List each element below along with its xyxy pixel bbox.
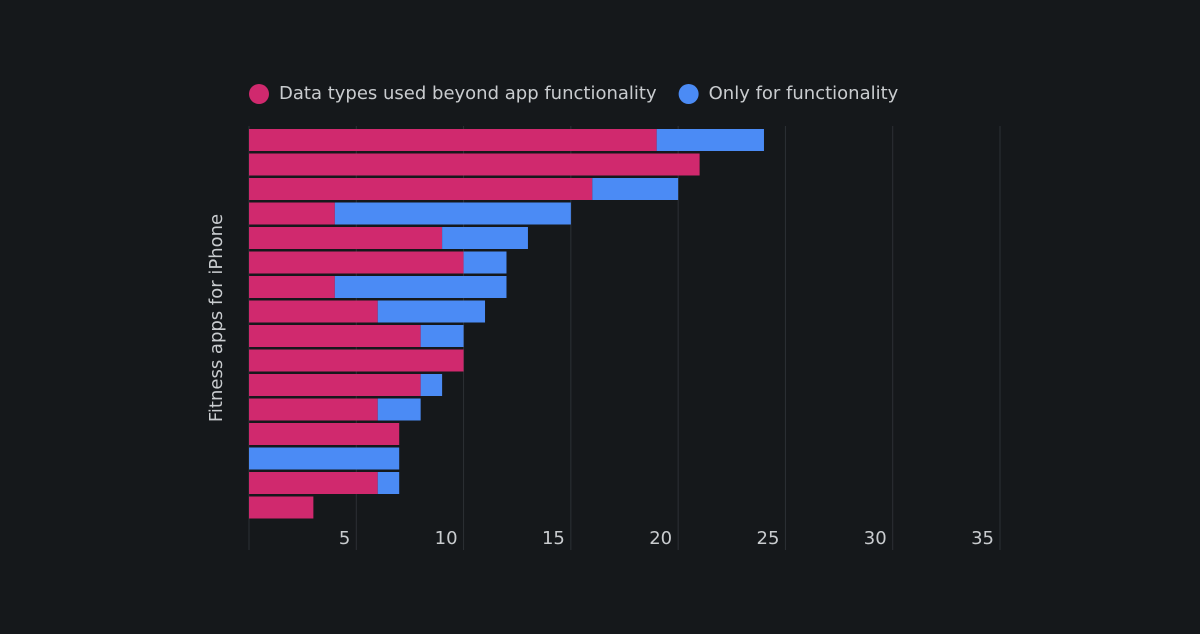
bar-segment (420, 374, 443, 396)
bar-segment (334, 202, 571, 225)
bar-segment (249, 178, 593, 200)
legend-label: Data types used beyond app functionality (279, 83, 657, 104)
x-tick-label: 10 (435, 528, 458, 549)
bar-segment (249, 251, 464, 274)
bar-segment (592, 178, 679, 200)
x-tick-label: 20 (649, 528, 672, 549)
x-tick-label: 5 (339, 528, 350, 549)
bar-segment (249, 276, 335, 298)
bar-segment (249, 153, 700, 176)
y-axis-label: Fitness apps for iPhone (206, 214, 227, 422)
bar-segment (249, 129, 657, 151)
bar-segment (249, 349, 464, 372)
bar-segment (249, 374, 421, 396)
bar-segment (249, 398, 378, 421)
bar-segment (249, 472, 378, 494)
x-tick-label: 15 (542, 528, 565, 549)
bar-segment (442, 227, 528, 249)
bar-segment (249, 325, 421, 347)
bar-segment (249, 447, 400, 470)
legend-label: Only for functionality (709, 83, 899, 104)
legend-marker (678, 84, 699, 104)
bar-segment (420, 325, 464, 347)
bar-segment (377, 472, 400, 494)
bar-segment (377, 300, 486, 323)
bar-segment (249, 202, 335, 225)
bar-segment (249, 496, 314, 519)
bar-segment (249, 300, 378, 323)
bar-segment (249, 227, 443, 249)
bar-segment (334, 276, 507, 298)
x-tick-label: 25 (757, 528, 780, 549)
bar-segment (249, 423, 400, 445)
x-tick-label: 30 (864, 528, 887, 549)
bar-segment (463, 251, 507, 274)
legend-marker (249, 84, 269, 104)
bar-segment (377, 398, 421, 421)
x-tick-label: 35 (971, 528, 994, 549)
bar-segment (656, 129, 764, 151)
